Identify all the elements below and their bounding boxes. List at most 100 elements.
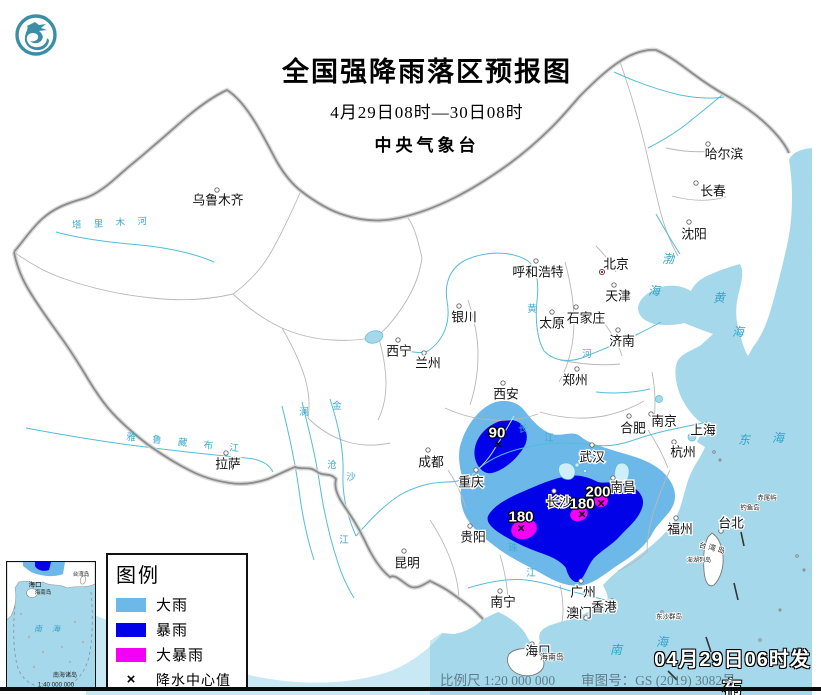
province-borders bbox=[13, 61, 727, 623]
svg-text:金: 金 bbox=[332, 400, 342, 412]
city-label: 济南 bbox=[609, 334, 635, 349]
svg-text:塔 里 木 河: 塔 里 木 河 bbox=[72, 215, 153, 231]
city-label: 南宁 bbox=[490, 595, 516, 610]
city-label: 长沙 bbox=[546, 495, 572, 510]
svg-text:海: 海 bbox=[732, 325, 746, 339]
city-label: 沈阳 bbox=[681, 227, 707, 242]
legend-title: 图例 bbox=[116, 565, 160, 587]
rain-value: 200 bbox=[585, 484, 610, 501]
rainstorm-swatch bbox=[116, 622, 146, 637]
inset-rainstorm bbox=[35, 562, 51, 571]
svg-text:澜: 澜 bbox=[299, 407, 309, 418]
rain-center-mark: × bbox=[517, 521, 525, 536]
rain-center-mark: × bbox=[578, 507, 586, 522]
sea-labels: 渤 海 黄 海 东 海 南 海 bbox=[610, 252, 786, 657]
city-label: 长春 bbox=[700, 184, 726, 199]
svg-text:长: 长 bbox=[518, 423, 528, 435]
rain-value: 180 bbox=[569, 496, 594, 513]
title-block: 全国强降雨落区预报图 4月29日08时—30日08时 中央气象台 bbox=[237, 50, 617, 156]
svg-text:黄: 黄 bbox=[527, 303, 537, 315]
hongze-lake bbox=[655, 395, 663, 403]
city-label: 广州 bbox=[570, 585, 596, 600]
city-labels: 乌鲁木齐 哈尔滨 长春 沈阳 北京 天津 石家庄 太原 济南 呼和浩特 银川 西… bbox=[191, 145, 745, 660]
svg-text:海口: 海口 bbox=[29, 580, 42, 589]
rain-center-mark: × bbox=[597, 496, 605, 511]
svg-text:海南岛: 海南岛 bbox=[540, 652, 564, 662]
national-border bbox=[11, 47, 792, 621]
city-markers bbox=[214, 141, 724, 647]
city-label: 天津 bbox=[605, 289, 631, 304]
map-title: 全国强降雨落区预报图 bbox=[282, 57, 572, 87]
svg-text:江: 江 bbox=[339, 535, 349, 546]
rivers bbox=[25, 71, 725, 601]
svg-text:河: 河 bbox=[582, 348, 592, 360]
hainan-island bbox=[507, 648, 545, 677]
city-label: 南京 bbox=[651, 414, 677, 429]
svg-text:沧: 沧 bbox=[327, 459, 337, 471]
city-label: 拉萨 bbox=[215, 457, 241, 472]
legend-item-center-value: × 降水中心值 bbox=[116, 667, 238, 692]
svg-text:南: 南 bbox=[610, 643, 624, 657]
rain-center-values: 90 180 180 200 × × × × bbox=[487, 423, 611, 536]
city-label: 呼和浩特 bbox=[512, 265, 563, 280]
islands bbox=[507, 450, 806, 677]
taiwan-island bbox=[703, 532, 724, 587]
city-label: 杭州 bbox=[670, 445, 696, 460]
qinghai-lake bbox=[364, 330, 384, 344]
svg-text:江: 江 bbox=[526, 568, 536, 579]
svg-text:钓鱼岛: 钓鱼岛 bbox=[740, 503, 760, 512]
cma-logo-icon bbox=[15, 14, 57, 56]
svg-text:东: 东 bbox=[738, 433, 752, 447]
inset-taiwan bbox=[79, 575, 87, 585]
inset-dash-line bbox=[13, 591, 93, 687]
legend-item-severe-rainstorm: 大暴雨 bbox=[116, 642, 238, 667]
svg-text:海南岛: 海南岛 bbox=[35, 588, 52, 596]
city-label: 太原 bbox=[539, 316, 565, 331]
dongting-lake bbox=[558, 462, 576, 480]
city-label: 乌鲁木齐 bbox=[192, 193, 243, 208]
inset-hainan bbox=[26, 588, 38, 598]
city-label: 南昌 bbox=[610, 480, 636, 495]
svg-text:南海诸岛: 南海诸岛 bbox=[53, 671, 77, 679]
rain-value: 180 bbox=[508, 509, 533, 526]
beijing-capital-marker bbox=[598, 268, 606, 276]
map-valid-period: 4月29日08时—30日08时 bbox=[330, 103, 524, 122]
svg-text:台湾岛: 台湾岛 bbox=[73, 570, 90, 578]
svg-text:东沙群岛: 东沙群岛 bbox=[656, 612, 682, 621]
bottom-frame-line bbox=[0, 687, 821, 691]
city-label: 贵阳 bbox=[460, 530, 486, 545]
severe-rainstorm-swatch bbox=[116, 647, 146, 662]
city-label: 福州 bbox=[667, 522, 693, 537]
rain-center-mark: × bbox=[494, 437, 502, 452]
city-label: 哈尔滨 bbox=[705, 147, 744, 162]
city-label: 台北 bbox=[718, 516, 744, 531]
approval-number: 审图号：GS (2019) 3082号 bbox=[581, 673, 736, 688]
city-label: 银川 bbox=[451, 310, 477, 325]
city-label: 西安 bbox=[493, 387, 519, 402]
city-label: 合肥 bbox=[620, 421, 646, 436]
legend-box: 图例 大雨 暴雨 大暴雨 × 降水中心值 bbox=[106, 553, 248, 691]
map-attribution: 比例尺 1:20 000 000 审图号：GS (2019) 3082号 bbox=[440, 669, 815, 689]
center-mark-symbol: × bbox=[126, 671, 136, 688]
city-label: 北京 bbox=[603, 257, 629, 272]
city-label: 重庆 bbox=[458, 475, 484, 490]
inset-map: 台湾岛 海口 海南岛 南 海 南海诸岛 1:40 000 000 bbox=[7, 562, 95, 689]
city-label: 西宁 bbox=[386, 344, 412, 359]
inset-islands bbox=[19, 612, 85, 669]
heavy-rain-swatch bbox=[116, 597, 146, 612]
city-label: 兰州 bbox=[415, 356, 441, 371]
poyang-lake bbox=[614, 462, 630, 485]
lakes bbox=[364, 330, 697, 485]
tai-lake bbox=[687, 432, 697, 442]
svg-text:海: 海 bbox=[648, 284, 662, 298]
rain-overlays bbox=[459, 400, 676, 586]
city-label: 武汉 bbox=[579, 450, 605, 465]
svg-text:赤尾屿: 赤尾屿 bbox=[757, 493, 777, 502]
svg-text:海: 海 bbox=[656, 635, 670, 649]
svg-text:沙: 沙 bbox=[346, 472, 356, 483]
rain-value: 90 bbox=[489, 425, 506, 442]
city-label: 澳门 bbox=[566, 606, 592, 621]
scale-text: 比例尺 1:20 000 000 bbox=[440, 673, 556, 688]
svg-text:渤: 渤 bbox=[662, 252, 676, 266]
